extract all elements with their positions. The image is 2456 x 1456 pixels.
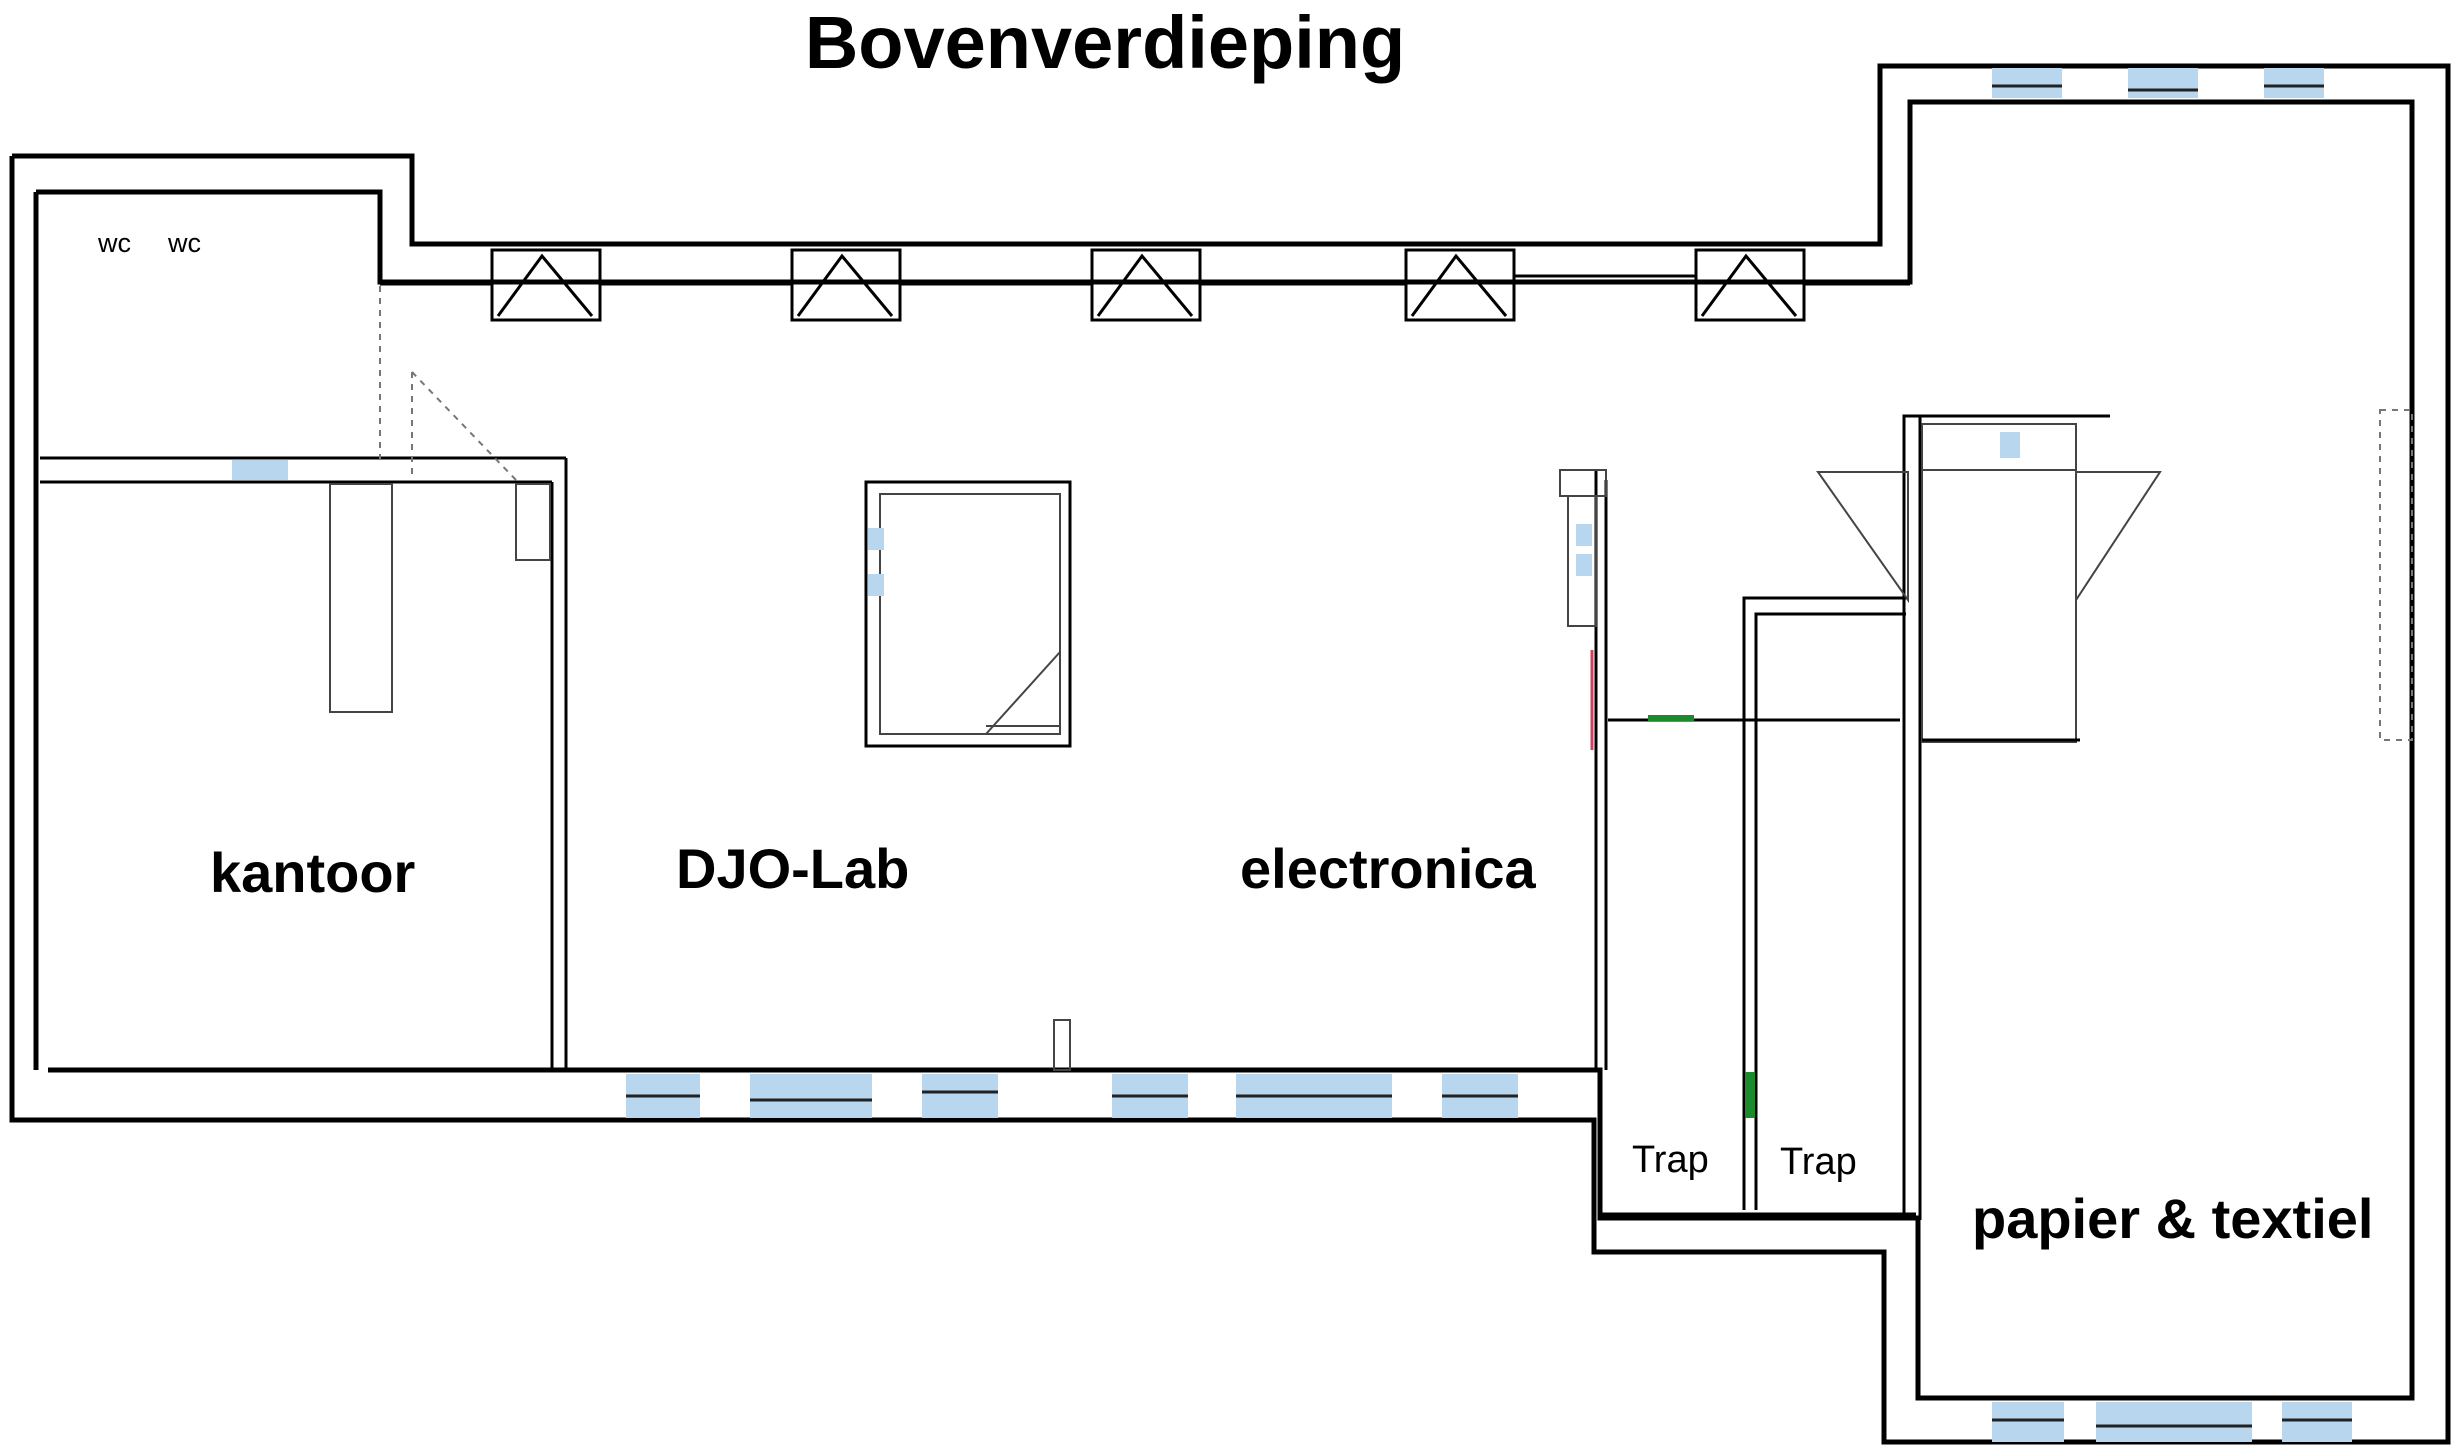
- wc-label-2: wc: [167, 228, 201, 258]
- trap-label-2: Trap: [1780, 1141, 1857, 1183]
- floor-title: Bovenverdieping: [805, 1, 1405, 84]
- kantoor-label: kantoor: [210, 841, 415, 904]
- djo-lab-label: DJO-Lab: [676, 837, 909, 900]
- bottom-windows: [626, 1074, 1518, 1118]
- right-block-windows: [1992, 68, 2352, 1442]
- kantoor-room: [40, 286, 568, 1072]
- wc-label-1: wc: [97, 228, 131, 258]
- electronica-label: electronica: [1240, 837, 1537, 900]
- papier-textiel-label: papier & textiel: [1972, 1187, 2373, 1250]
- outer-wall: [9, 63, 2451, 1445]
- djo-lab-cabinet: [864, 480, 1072, 1071]
- corridor-windows: [380, 248, 1910, 322]
- trap-label-1: Trap: [1632, 1139, 1709, 1181]
- staircase: [1600, 596, 1916, 1216]
- electronica-walls: [1559, 469, 1900, 1070]
- papier-textiel-fixtures: [1816, 409, 2413, 1220]
